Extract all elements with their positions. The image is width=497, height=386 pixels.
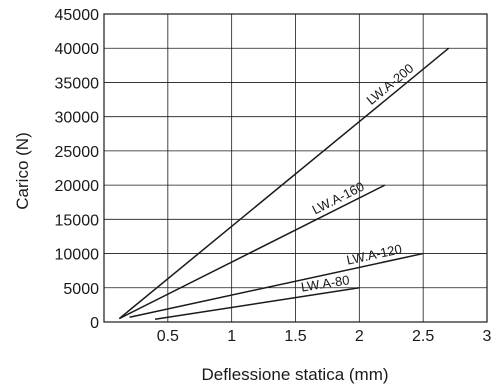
tick-labels: 0.5 1 1.5 2 2.5 3 0 5000 10000 15000 20000 25000 300… bbox=[55, 7, 492, 345]
series-label: LW.A-200 bbox=[364, 61, 417, 108]
series-lines bbox=[118, 47, 450, 321]
x-tick-label: 2 bbox=[355, 328, 364, 345]
y-tick-label: 35000 bbox=[55, 75, 100, 92]
x-tick-label: 2.5 bbox=[412, 328, 434, 345]
y-tick-label: 0 bbox=[90, 315, 99, 332]
series-line bbox=[118, 47, 450, 320]
x-tick-label: 1.5 bbox=[284, 328, 306, 345]
y-tick-label: 25000 bbox=[55, 144, 100, 161]
y-tick-label: 20000 bbox=[55, 178, 100, 195]
y-tick-label: 40000 bbox=[55, 41, 100, 58]
y-tick-label: 5000 bbox=[63, 281, 99, 298]
x-tick-label: 1 bbox=[227, 328, 236, 345]
series-line bbox=[154, 287, 360, 321]
series-line bbox=[129, 252, 424, 318]
y-tick-label: 10000 bbox=[55, 247, 100, 264]
series-line bbox=[118, 184, 386, 320]
plot-area-frame bbox=[103, 13, 488, 323]
x-tick-label: 0.5 bbox=[157, 328, 179, 345]
grid bbox=[104, 14, 487, 322]
y-tick-label: 45000 bbox=[55, 7, 100, 24]
y-axis-title: Carico (N) bbox=[13, 132, 32, 209]
y-tick-label: 30000 bbox=[55, 110, 100, 127]
y-tick-label: 15000 bbox=[55, 212, 100, 229]
x-axis-title: Deflessione statica (mm) bbox=[201, 365, 388, 384]
series-label: LW.A-80 bbox=[300, 272, 351, 294]
x-tick-label: 3 bbox=[483, 328, 492, 345]
